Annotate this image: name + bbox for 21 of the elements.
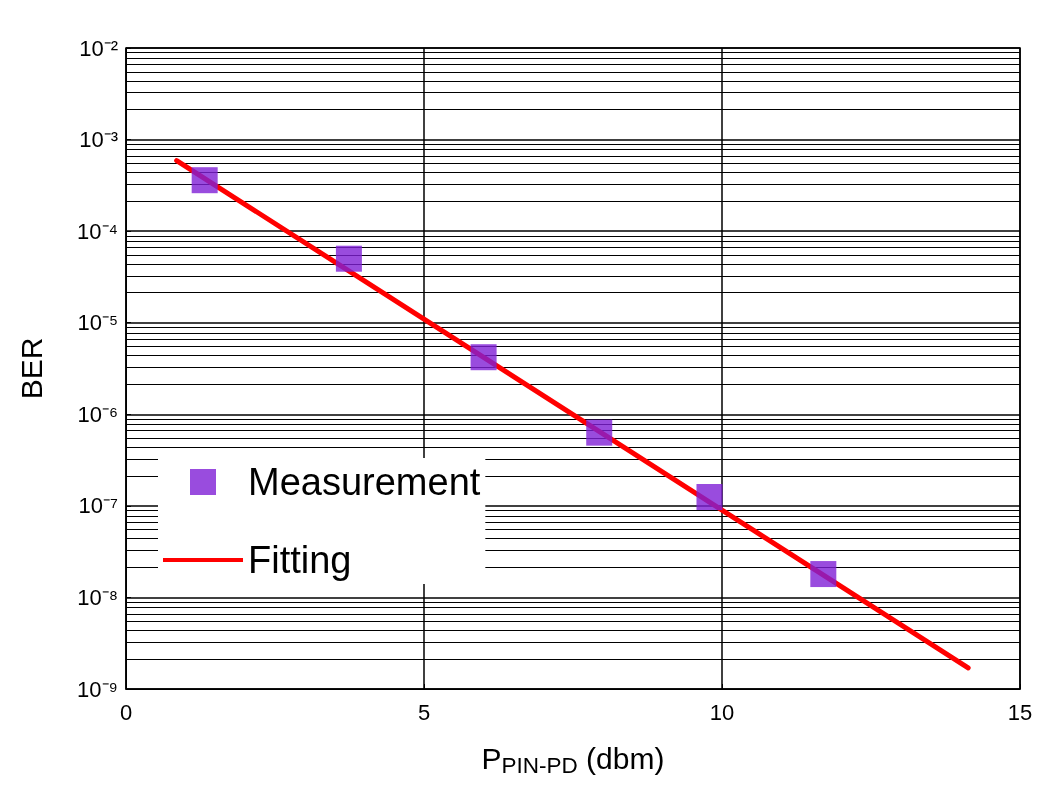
- x-tick-label: 10: [709, 699, 735, 725]
- y-tick-label: 10⁻⁵: [77, 310, 118, 336]
- x-tick-label: 15: [1007, 699, 1033, 725]
- y-tick-label: 10⁻⁶: [77, 401, 118, 427]
- y-tick-label: 10⁻³: [79, 127, 118, 153]
- y-tick-label: 10⁻⁹: [77, 676, 118, 702]
- legend-label: Measurement: [248, 461, 481, 503]
- x-tick-label: 0: [119, 699, 133, 725]
- legend-label: Fitting: [248, 539, 352, 581]
- point: [810, 561, 837, 588]
- x-tick-label: 5: [417, 699, 431, 725]
- y-tick-label: 10⁻⁸: [77, 584, 118, 610]
- y-axis-title: BER: [14, 337, 48, 400]
- point: [696, 483, 723, 510]
- point: [470, 344, 497, 371]
- point: [191, 167, 218, 194]
- y-tick-label: 10⁻⁷: [78, 493, 119, 519]
- point: [335, 245, 362, 272]
- y-tick-label: 10⁻⁴: [77, 218, 118, 244]
- y-tick-label: 10⁻²: [79, 35, 118, 61]
- point: [586, 419, 613, 446]
